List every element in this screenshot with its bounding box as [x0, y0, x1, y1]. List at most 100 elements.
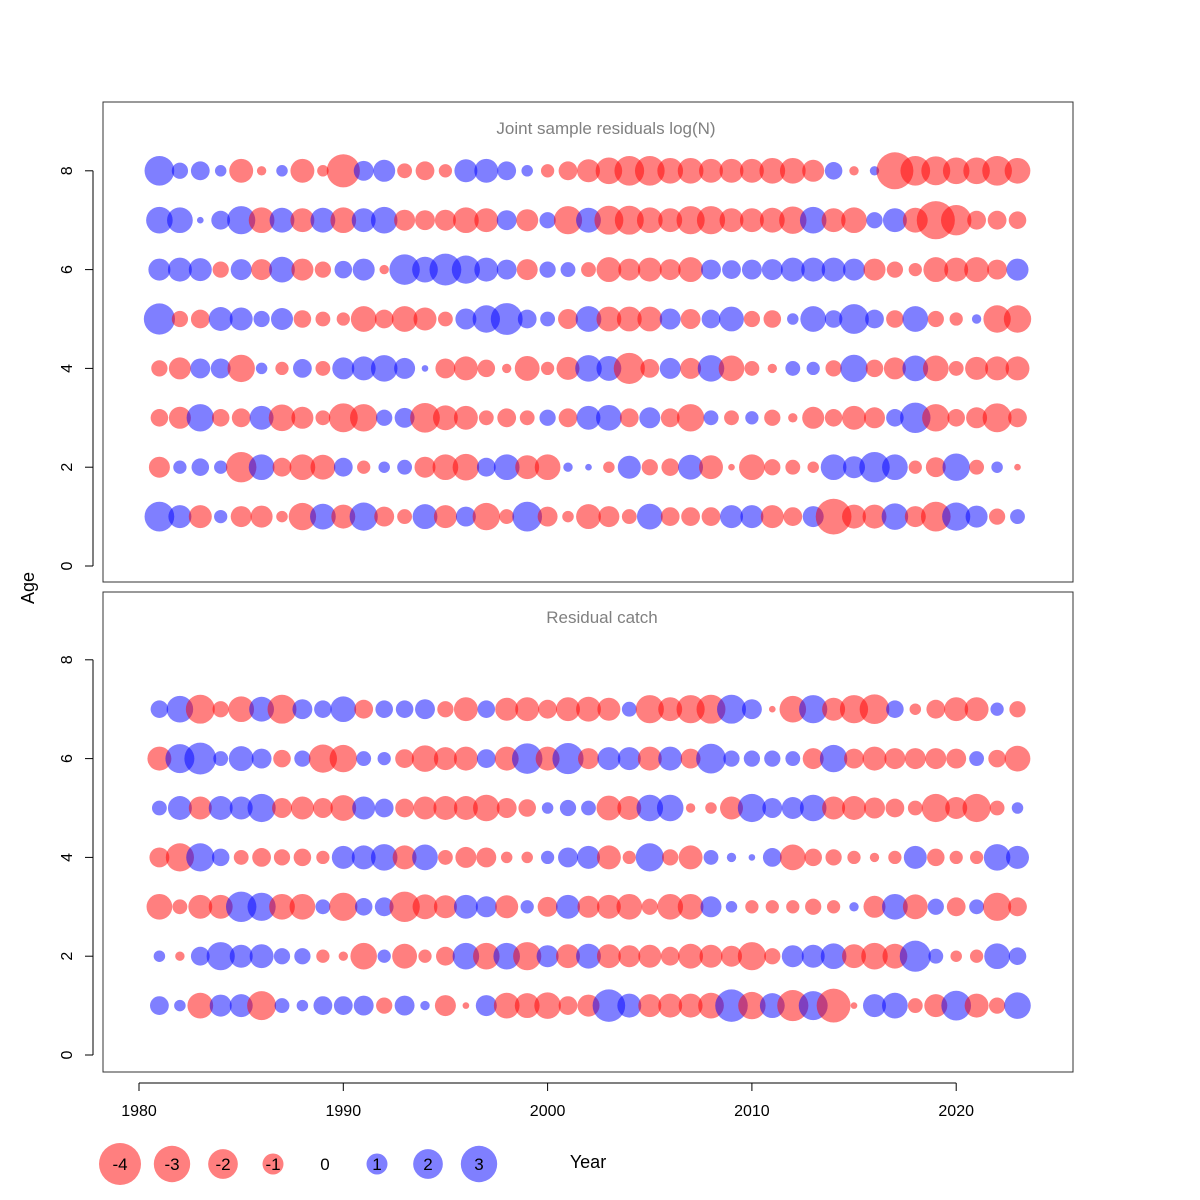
residual-bubble: [596, 306, 622, 332]
residual-bubble: [945, 796, 968, 820]
residual-bubble: [657, 893, 684, 920]
residual-bubble: [453, 697, 478, 722]
residual-bubble: [332, 357, 355, 380]
residual-bubble: [759, 157, 786, 184]
residual-bubble: [576, 405, 601, 430]
residual-bubble: [370, 355, 398, 382]
residual-bubble: [763, 310, 782, 328]
residual-bubble: [376, 409, 393, 426]
residual-bubble: [760, 505, 784, 529]
residual-bubble: [576, 943, 601, 969]
residual-bubble: [820, 454, 847, 481]
residual-bubble: [375, 700, 393, 718]
residual-bubble: [762, 798, 783, 818]
residual-bubble: [211, 848, 230, 867]
residual-bubble: [950, 950, 962, 962]
residual-bubble: [762, 848, 782, 867]
residual-bubble: [276, 165, 288, 177]
residual-bubble: [454, 159, 478, 183]
residual-bubble: [248, 454, 275, 481]
residual-bubble: [660, 946, 680, 966]
residual-bubble: [1009, 701, 1026, 718]
residual-bubble: [904, 506, 926, 528]
residual-bubble: [476, 457, 496, 477]
residual-bubble: [864, 797, 885, 819]
residual-bubble: [720, 796, 743, 820]
residual-bubble: [964, 993, 989, 1018]
residual-bubble: [435, 358, 456, 379]
legend-bubble: [460, 1145, 498, 1183]
residual-bubble: [962, 793, 991, 823]
residual-bubble: [453, 746, 478, 771]
legend-bubble: [366, 1153, 388, 1175]
residual-bubble: [144, 501, 175, 532]
residual-bubble: [617, 747, 641, 771]
residual-bubble: [269, 207, 295, 233]
residual-bubble: [453, 894, 478, 919]
residual-bubble: [391, 306, 418, 332]
residual-bubble: [944, 697, 969, 722]
residual-bubble: [779, 206, 807, 234]
residual-bubble: [395, 749, 414, 768]
residual-bubble: [777, 990, 809, 1022]
residual-bubble: [473, 794, 500, 822]
residual-bubble: [168, 357, 191, 380]
residual-bubble: [453, 207, 479, 234]
residual-bubble: [249, 696, 275, 722]
legend-item: 3: [460, 1145, 498, 1183]
residual-bubble: [658, 697, 683, 722]
residual-bubble: [741, 259, 762, 280]
residual-bubble: [822, 796, 846, 820]
residual-bubble: [452, 942, 480, 970]
residual-bubble: [779, 695, 807, 723]
residual-bubble: [594, 205, 624, 235]
residual-bubble: [701, 259, 721, 280]
residual-bubble: [209, 994, 232, 1017]
legend-item: -1: [262, 1153, 284, 1175]
residual-bubble: [963, 157, 990, 185]
residual-bubble: [657, 157, 684, 184]
residual-bubble: [619, 408, 639, 428]
residual-bubble: [881, 503, 909, 530]
residual-bubble: [213, 751, 229, 767]
residual-bubble: [562, 510, 574, 523]
legend-label: 3: [474, 1155, 483, 1174]
residual-bubble: [923, 257, 949, 283]
residual-bubble: [697, 355, 725, 382]
y-tick-label: 4: [59, 364, 76, 373]
residual-bubble: [1006, 258, 1029, 281]
residual-bubble: [767, 363, 777, 374]
residual-bubble: [432, 405, 458, 431]
residual-bubble: [495, 697, 519, 721]
residual-bubble: [661, 458, 679, 476]
residual-bubble: [1008, 947, 1027, 965]
residual-bubble: [502, 363, 512, 374]
residual-bubble: [764, 409, 781, 426]
panel-frame: [102, 591, 1074, 1073]
residual-bubble: [902, 355, 929, 382]
residual-bubble: [476, 749, 496, 768]
residual-bubble: [1008, 211, 1027, 229]
residual-bubble: [825, 360, 842, 377]
residual-bubble: [212, 261, 229, 278]
residual-bubble: [842, 258, 866, 281]
residual-bubble: [478, 410, 494, 426]
residual-bubble: [166, 695, 194, 723]
legend-label: 0: [320, 1155, 329, 1174]
residual-bubble: [638, 994, 662, 1018]
residual-bubble: [640, 359, 660, 378]
legend-bubble: [153, 1145, 191, 1183]
residual-bubble: [658, 208, 683, 233]
residual-bubble: [349, 502, 378, 531]
residual-bubble: [947, 409, 965, 427]
residual-bubble: [334, 260, 353, 279]
residual-bubble: [560, 262, 576, 278]
residual-bubble: [534, 992, 561, 1019]
residual-bubble: [230, 506, 252, 528]
residual-bubble: [658, 746, 683, 771]
residual-bubble: [518, 799, 536, 817]
residual-bubble: [174, 999, 186, 1012]
residual-bubble: [761, 259, 783, 281]
residual-bubble: [190, 946, 210, 966]
residual-bubble: [859, 694, 890, 725]
